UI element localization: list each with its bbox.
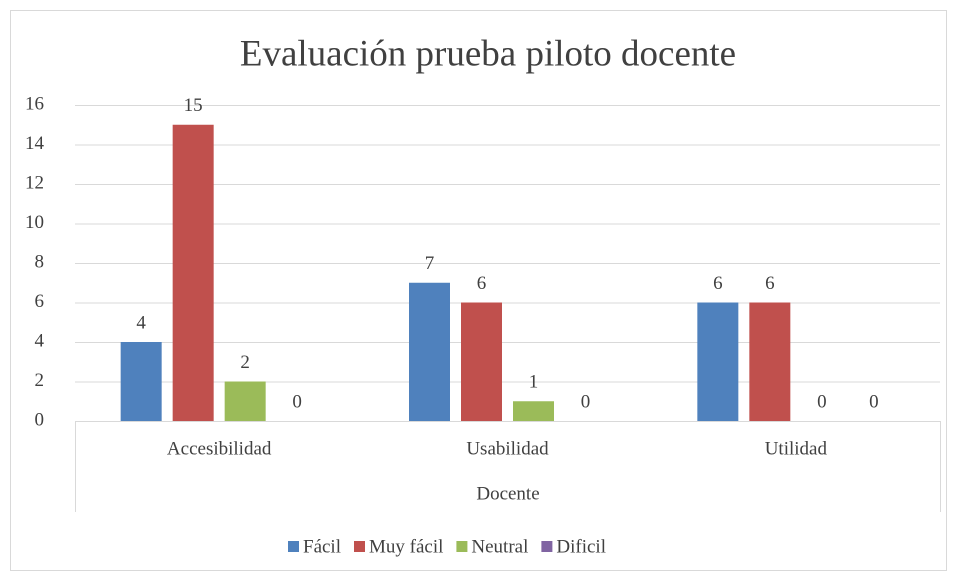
data-label: 0 [817,391,827,412]
legend-label: Muy fácil [369,536,443,557]
legend-swatch [456,541,468,552]
legend-swatch [354,541,365,552]
data-label: 1 [529,372,539,393]
data-label: 2 [240,352,250,373]
x-tick-label: Utilidad [765,438,828,459]
x-axis-label: Docente [476,483,539,504]
x-tick-label: Usabilidad [466,438,549,459]
legend-label: Neutral [471,536,528,557]
legend-swatch [288,541,299,552]
bar [409,282,450,421]
y-tick-label: 6 [35,291,45,312]
bar [697,302,739,421]
data-label: 0 [581,391,591,412]
y-tick-label: 2 [35,370,45,391]
y-tick-label: 16 [25,93,44,114]
y-tick-label: 0 [35,409,45,430]
bar [461,302,502,421]
y-tick-label: 12 [25,172,44,193]
chart-title: Evaluación prueba piloto docente [240,33,736,74]
data-label: 6 [713,273,723,294]
data-label: 4 [136,312,146,333]
data-label: 6 [765,273,775,294]
data-label: 0 [292,391,302,412]
bar [120,342,162,421]
data-label: 6 [477,273,487,294]
y-tick-label: 14 [25,133,45,154]
bar [224,381,266,421]
bar [749,302,791,421]
legend-swatch [541,541,553,552]
x-tick-label: Accesibilidad [167,438,272,459]
bar [513,401,554,421]
y-tick-label: 8 [35,251,45,272]
chart-border [10,10,947,571]
legend-label: Dificil [556,536,606,557]
y-tick-label: 10 [25,212,44,233]
data-label: 0 [869,391,879,412]
y-tick-label: 4 [35,330,45,351]
legend-label: Fácil [303,536,341,557]
data-label: 7 [425,253,435,274]
data-label: 15 [184,95,203,116]
bar [172,124,214,421]
